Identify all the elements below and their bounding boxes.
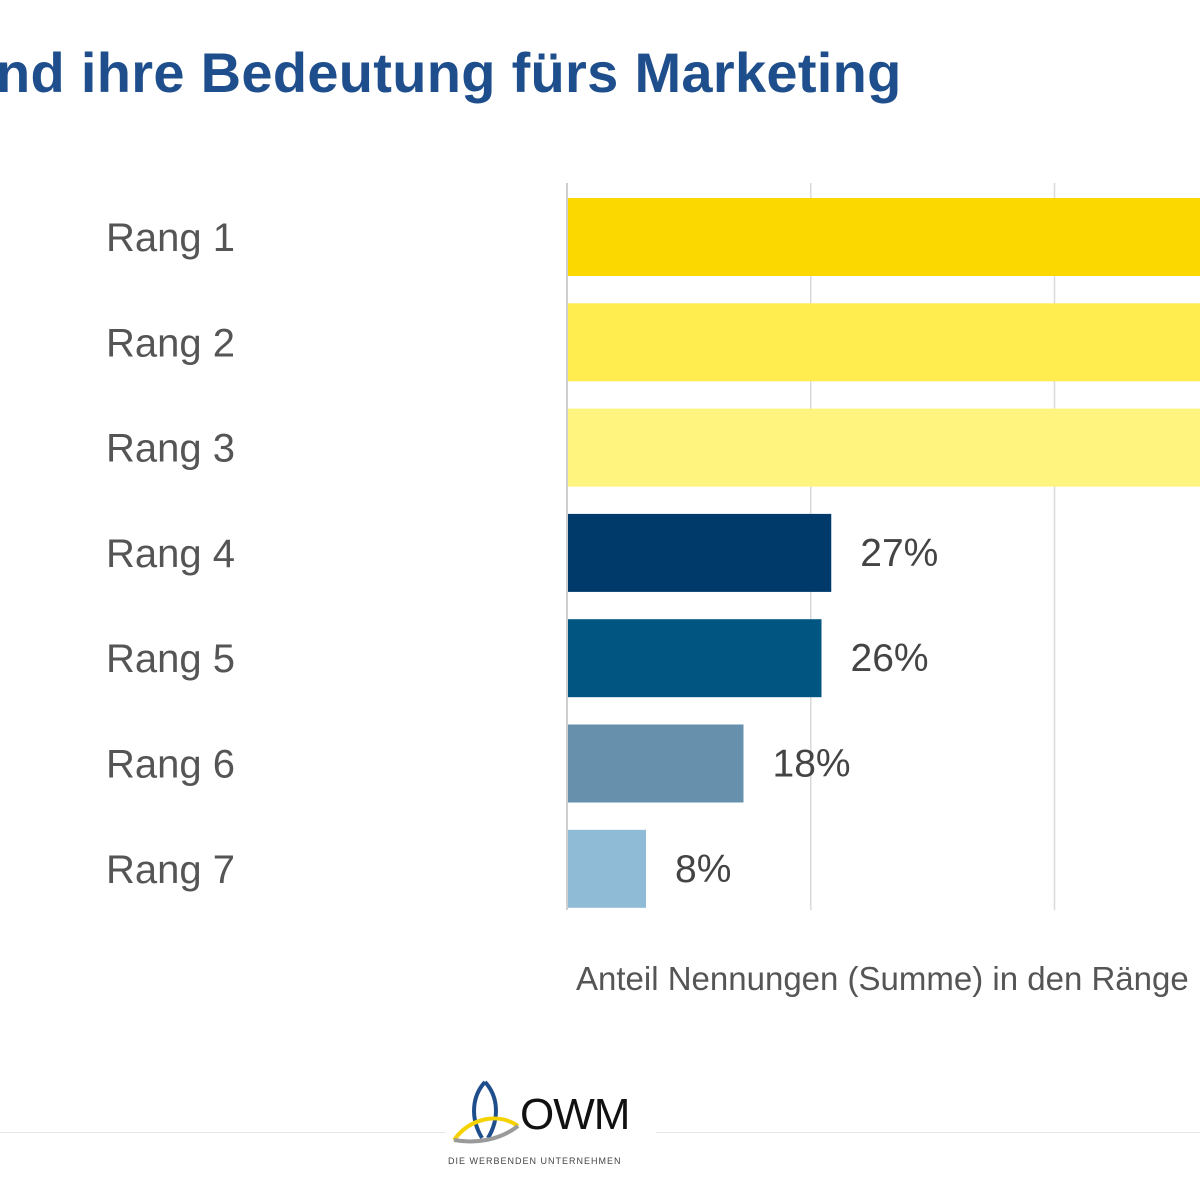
owm-logo: OWM DIE WERBENDEN UNTERNEHMEN — [446, 1078, 656, 1178]
data-label: 8% — [675, 848, 731, 891]
bar — [568, 829, 646, 908]
data-label: 18% — [773, 743, 851, 786]
logo-tagline: DIE WERBENDEN UNTERNEHMEN — [448, 1156, 622, 1166]
value-labels: 27% 26% 18% 8% — [675, 532, 938, 891]
data-label: 26% — [851, 637, 929, 680]
x-axis-label: Anteil Nennungen (Summe) in den Ränge — [576, 960, 1189, 997]
category-label: Rang 6 — [106, 743, 235, 787]
category-label: Rang 4 — [106, 532, 235, 576]
category-label: Rang 2 — [106, 321, 235, 365]
bar — [568, 408, 1200, 487]
category-label: Rang 1 — [106, 216, 235, 260]
category-label: Rang 5 — [106, 637, 235, 681]
bar — [568, 513, 832, 592]
data-label: 27% — [860, 532, 938, 575]
category-labels: Rang 1 Rang 2 Rang 3 Rang 4 Rang 5 Rang 6 Rang… — [106, 216, 235, 892]
category-label: Rang 3 — [106, 427, 235, 471]
bars — [568, 198, 1200, 908]
owm-triangle-icon — [452, 1080, 520, 1144]
logo-wordmark: OWM — [520, 1090, 630, 1139]
bar — [568, 198, 1200, 276]
bar — [568, 724, 744, 803]
bar — [568, 303, 1200, 382]
category-label: Rang 7 — [106, 848, 235, 892]
bar — [568, 619, 822, 698]
chart-title: nd ihre Bedeutung fürs Marketing — [0, 41, 902, 104]
